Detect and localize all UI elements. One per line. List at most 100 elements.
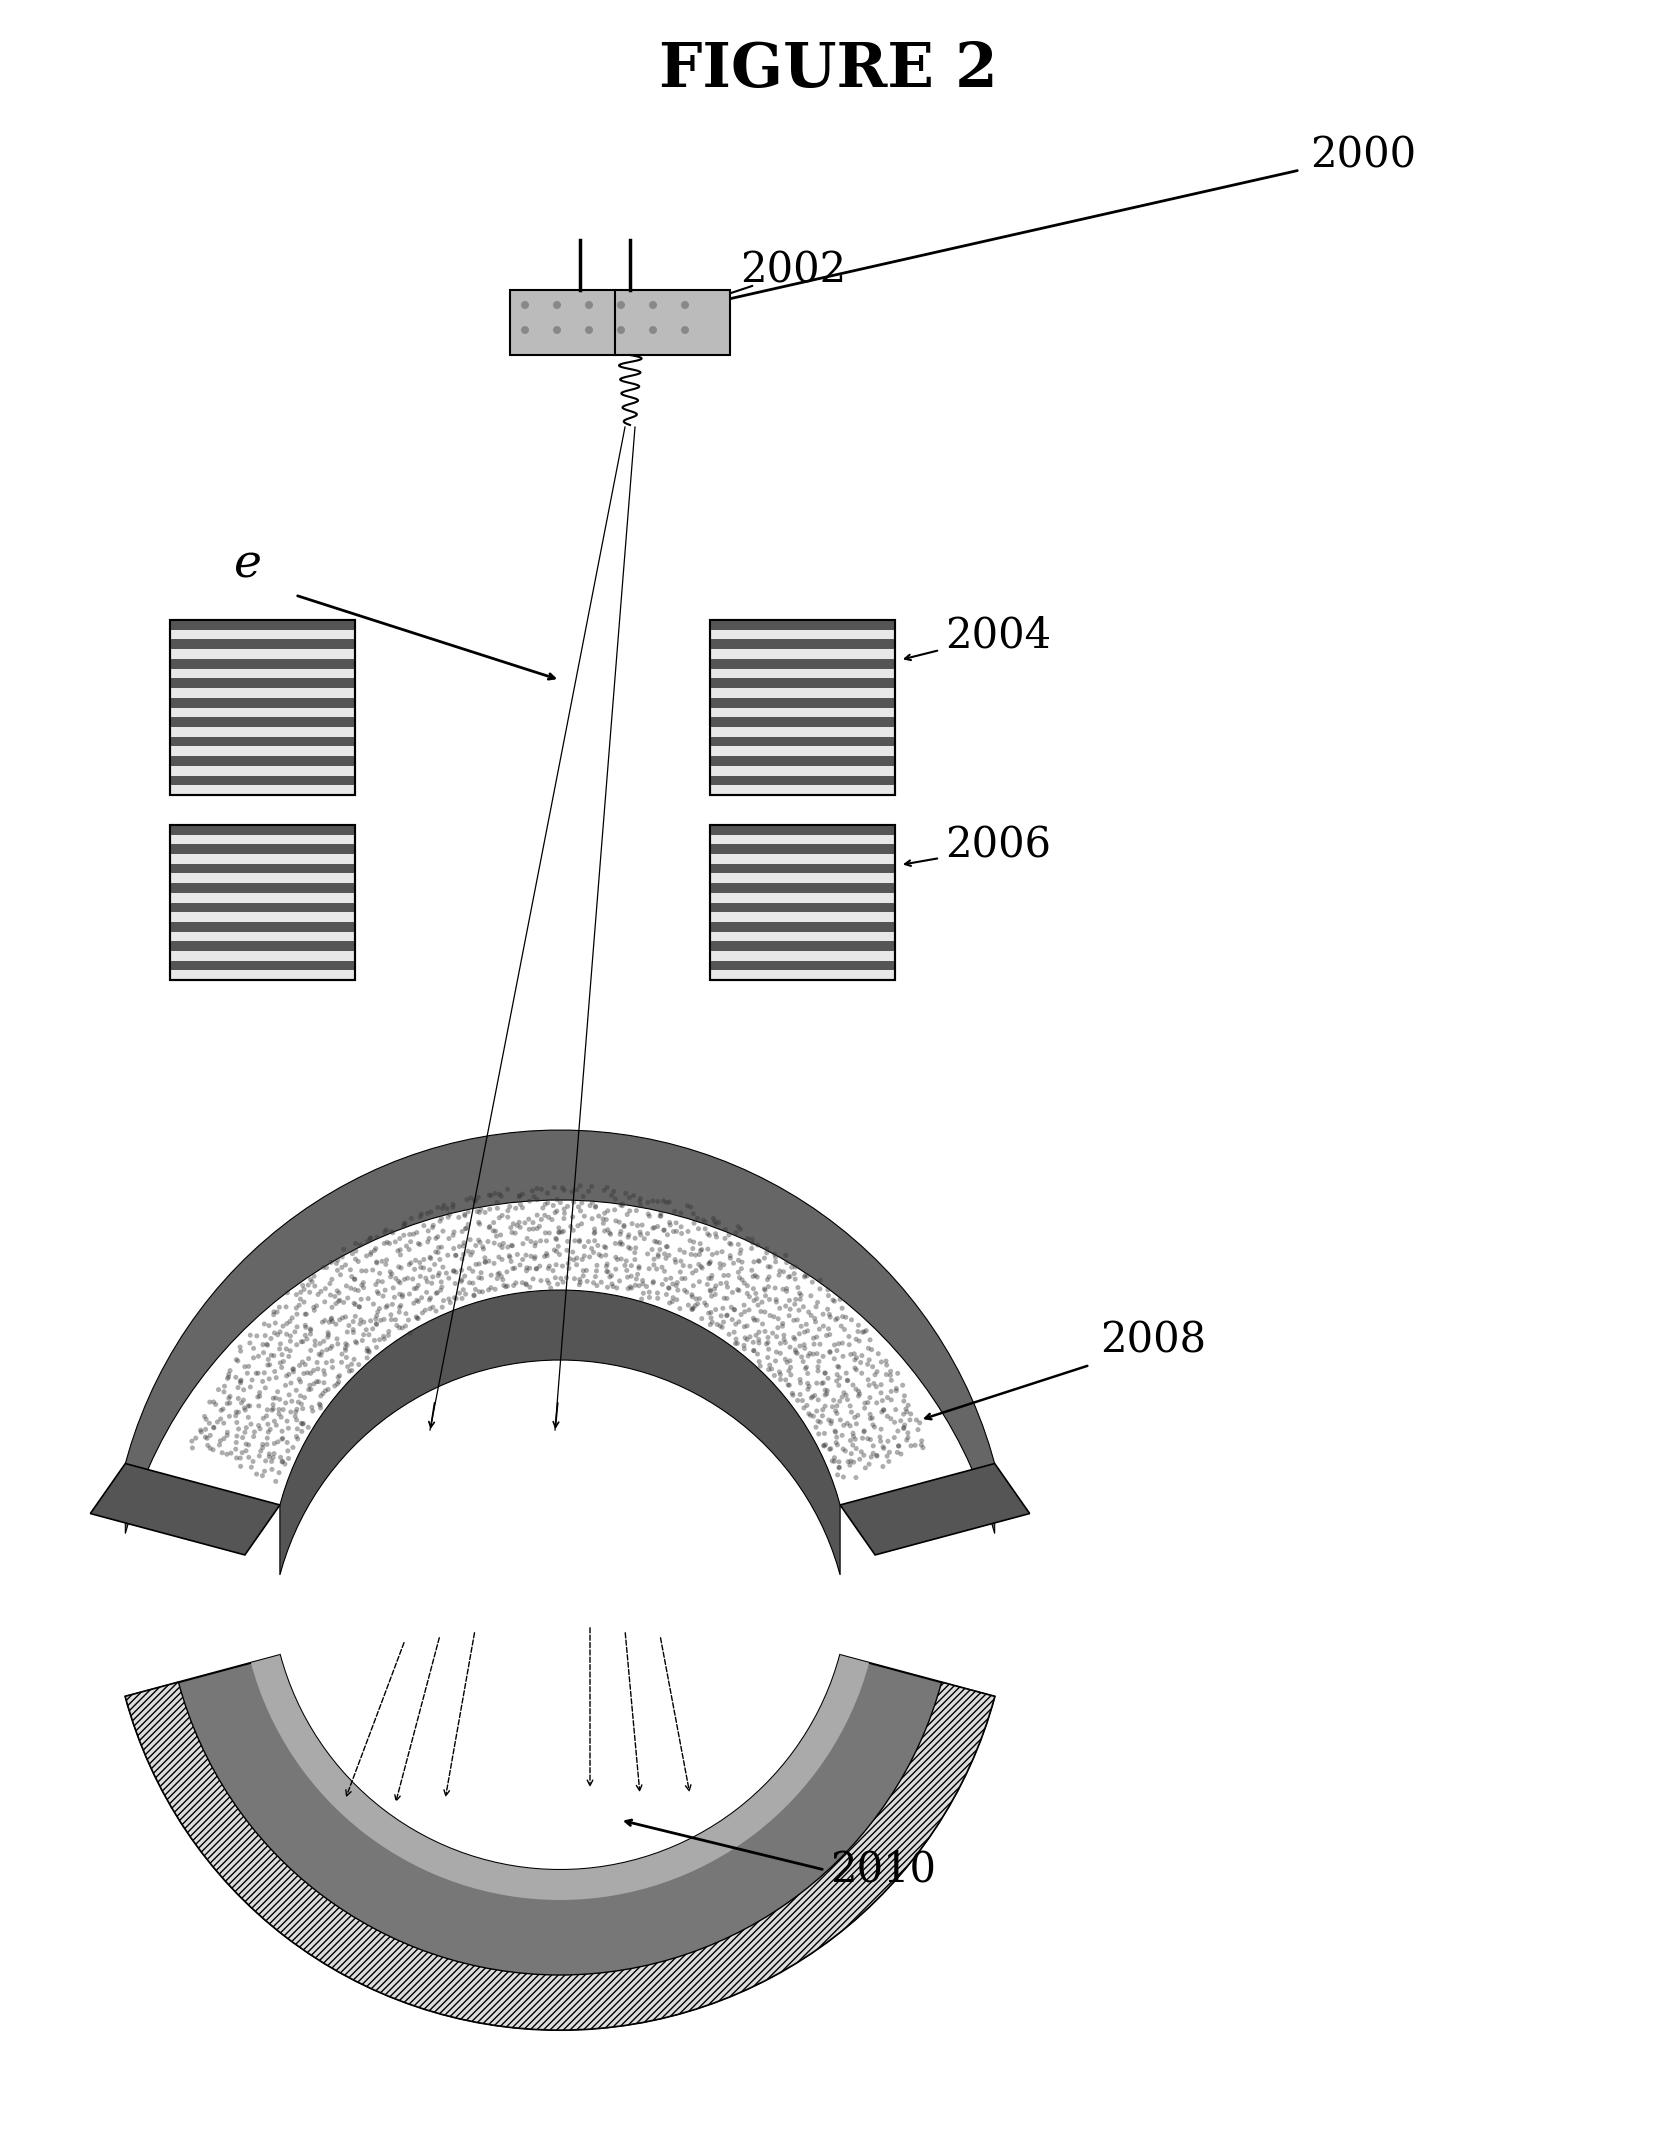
Circle shape [313, 1343, 318, 1347]
Circle shape [285, 1448, 290, 1453]
Circle shape [810, 1352, 815, 1356]
Circle shape [706, 1311, 711, 1315]
Circle shape [678, 1270, 683, 1274]
Circle shape [817, 1431, 822, 1436]
Circle shape [312, 1309, 316, 1313]
Circle shape [363, 1268, 368, 1274]
Circle shape [348, 1268, 353, 1272]
Circle shape [462, 1227, 467, 1231]
Circle shape [505, 1244, 510, 1249]
Circle shape [550, 1203, 555, 1208]
Circle shape [312, 1382, 316, 1386]
Circle shape [822, 1393, 827, 1397]
Circle shape [424, 1289, 429, 1296]
Circle shape [661, 1268, 666, 1274]
Circle shape [239, 1380, 244, 1384]
Circle shape [482, 1210, 487, 1214]
Circle shape [679, 1231, 684, 1236]
Circle shape [401, 1223, 406, 1229]
Circle shape [664, 1199, 669, 1206]
Circle shape [307, 1425, 312, 1429]
Circle shape [283, 1347, 288, 1352]
Text: FIGURE 2: FIGURE 2 [658, 41, 998, 101]
Circle shape [343, 1315, 348, 1319]
Circle shape [616, 1279, 621, 1283]
Circle shape [254, 1472, 258, 1476]
Circle shape [353, 1257, 358, 1261]
Circle shape [295, 1311, 300, 1317]
Circle shape [794, 1347, 799, 1352]
Circle shape [582, 1244, 587, 1249]
Circle shape [388, 1313, 393, 1317]
Circle shape [479, 1277, 484, 1281]
Circle shape [640, 1223, 645, 1227]
Circle shape [618, 1229, 623, 1234]
Circle shape [461, 1287, 466, 1292]
Circle shape [423, 1309, 428, 1313]
Circle shape [754, 1296, 759, 1300]
Circle shape [525, 1236, 530, 1240]
Circle shape [285, 1440, 290, 1444]
Circle shape [616, 301, 625, 309]
Circle shape [462, 1214, 467, 1218]
Circle shape [373, 1317, 378, 1322]
Circle shape [853, 1420, 858, 1427]
Circle shape [698, 1253, 703, 1257]
Circle shape [520, 1242, 525, 1246]
Circle shape [477, 1261, 482, 1266]
Circle shape [553, 1261, 558, 1268]
Circle shape [326, 1332, 331, 1337]
Circle shape [260, 1380, 265, 1384]
Circle shape [625, 1212, 630, 1216]
Circle shape [360, 1283, 365, 1287]
Circle shape [290, 1444, 295, 1451]
Circle shape [292, 1330, 297, 1335]
Circle shape [709, 1319, 714, 1324]
Circle shape [628, 1208, 633, 1214]
Circle shape [635, 1272, 640, 1277]
Circle shape [275, 1309, 280, 1315]
Circle shape [472, 1292, 477, 1298]
Circle shape [638, 1197, 643, 1201]
Circle shape [474, 1199, 479, 1203]
Circle shape [666, 1285, 671, 1289]
Circle shape [822, 1371, 827, 1375]
Circle shape [691, 1240, 696, 1244]
Circle shape [674, 1281, 679, 1285]
Circle shape [298, 1420, 303, 1425]
Circle shape [219, 1416, 224, 1420]
Circle shape [822, 1431, 827, 1436]
Bar [709, 756, 895, 765]
Circle shape [505, 1214, 510, 1221]
Circle shape [789, 1266, 794, 1270]
Circle shape [428, 1255, 432, 1261]
Circle shape [446, 1236, 451, 1240]
Circle shape [360, 1339, 365, 1343]
Circle shape [234, 1410, 239, 1414]
Circle shape [815, 1352, 820, 1356]
Circle shape [577, 1277, 582, 1281]
Circle shape [797, 1309, 802, 1313]
Circle shape [699, 1266, 704, 1270]
Circle shape [843, 1371, 848, 1375]
Circle shape [870, 1444, 875, 1448]
Circle shape [840, 1307, 845, 1311]
Circle shape [558, 1199, 563, 1206]
Circle shape [731, 1261, 736, 1266]
Circle shape [418, 1214, 423, 1218]
Circle shape [464, 1197, 469, 1201]
Circle shape [618, 1257, 623, 1261]
Circle shape [340, 1255, 345, 1259]
Circle shape [371, 1339, 376, 1343]
Circle shape [878, 1440, 883, 1444]
Circle shape [828, 1418, 833, 1423]
Circle shape [873, 1384, 878, 1388]
Circle shape [510, 1221, 515, 1227]
Circle shape [717, 1324, 722, 1328]
Circle shape [507, 1255, 512, 1259]
Circle shape [645, 1251, 650, 1257]
Circle shape [239, 1380, 244, 1386]
Circle shape [336, 1289, 341, 1296]
Circle shape [825, 1326, 832, 1332]
Circle shape [477, 1210, 482, 1214]
